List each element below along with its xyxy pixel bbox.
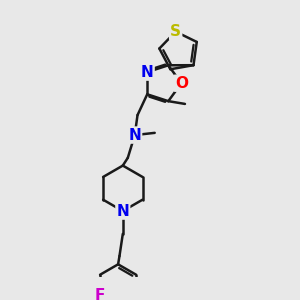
Text: F: F	[95, 288, 105, 300]
Text: S: S	[170, 24, 181, 39]
Text: O: O	[175, 76, 188, 91]
Text: N: N	[128, 128, 141, 142]
Text: N: N	[116, 204, 129, 219]
Text: N: N	[141, 64, 154, 80]
